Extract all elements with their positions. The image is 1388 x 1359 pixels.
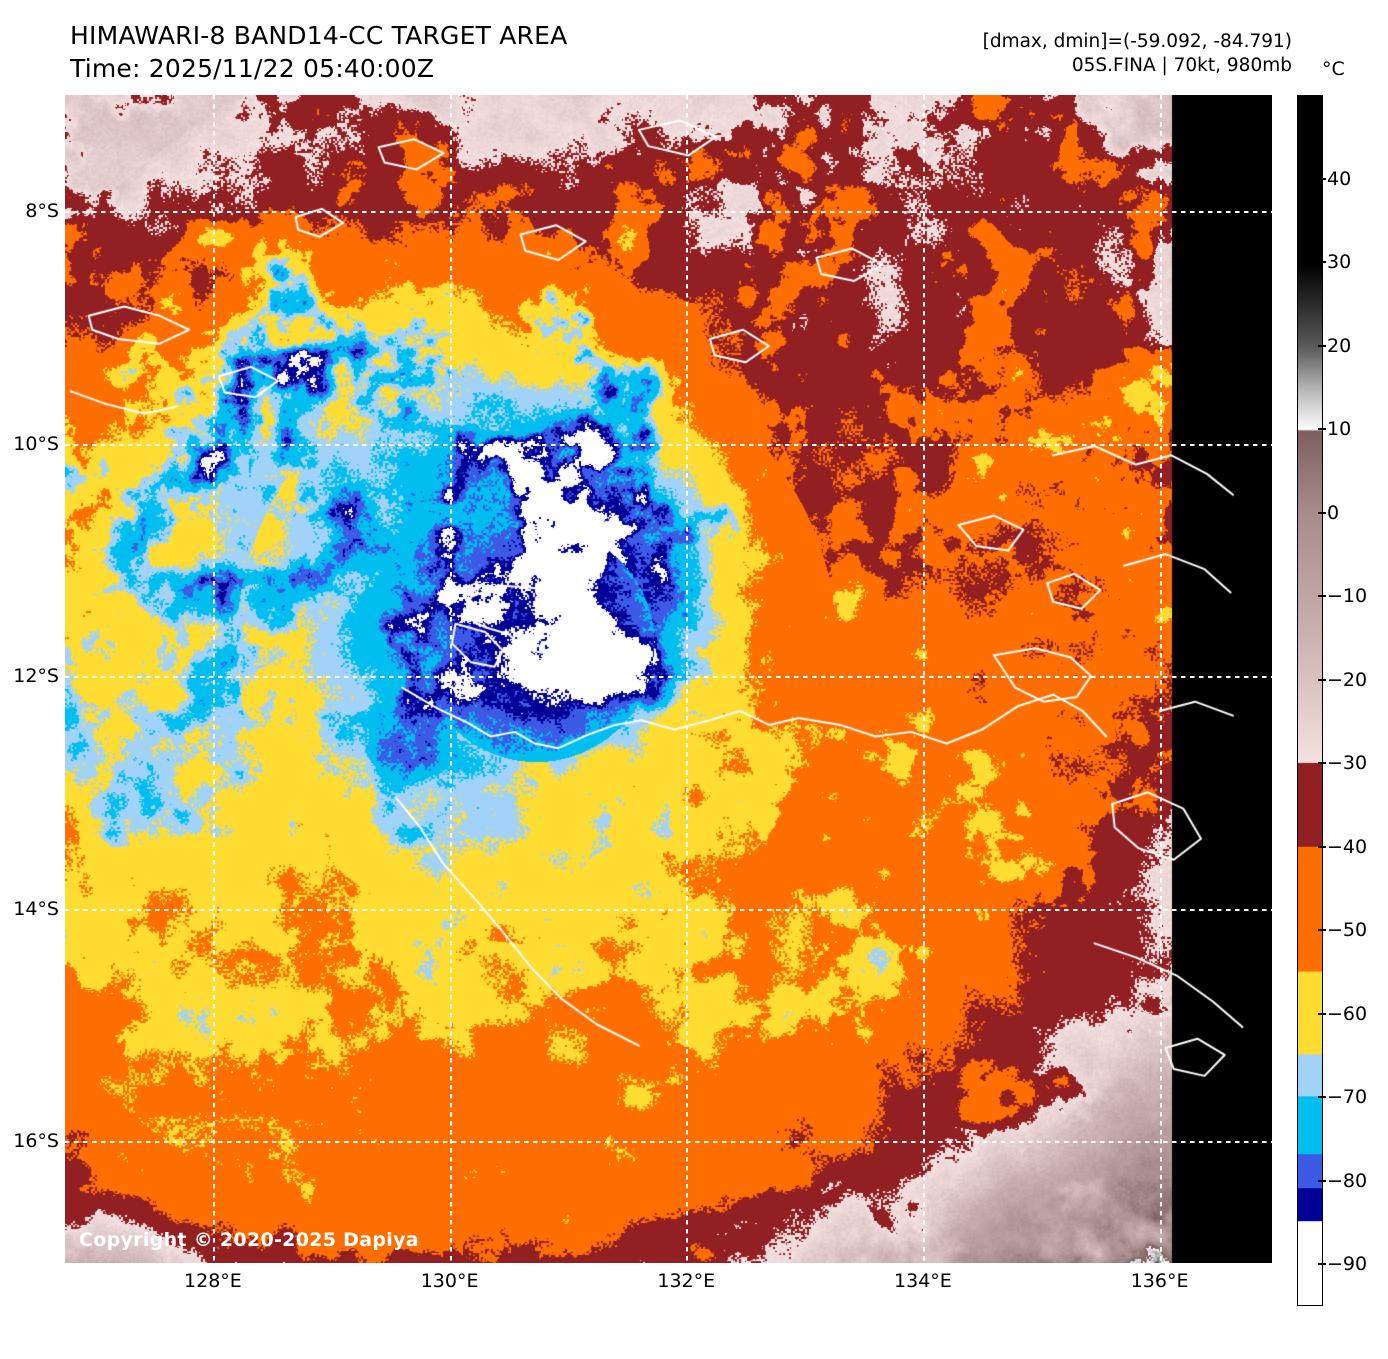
- colorbar-tickmark: [1318, 678, 1326, 681]
- colorbar-tick--10: −10: [1327, 585, 1368, 608]
- colorbar-tick-10: 10: [1327, 418, 1352, 441]
- longitude-tick-132°E: 132°E: [657, 1270, 716, 1292]
- page-title: HIMAWARI-8 BAND14-CC TARGET AREA: [70, 21, 568, 50]
- colorbar-tickmark: [1318, 762, 1326, 765]
- longitude-tick-136°E: 136°E: [1130, 1270, 1189, 1292]
- colorbar-tickmark: [1318, 929, 1326, 932]
- colorbar-tick--60: −60: [1327, 1002, 1368, 1025]
- colorbar-tick-0: 0: [1327, 501, 1340, 524]
- colorbar-tick--50: −50: [1327, 919, 1368, 942]
- colorbar-tick-20: 20: [1327, 334, 1352, 357]
- colorbar-tick--70: −70: [1327, 1086, 1368, 1109]
- temperature-colorbar: [1297, 95, 1323, 1306]
- latitude-tick-14°S: 14°S: [13, 897, 59, 920]
- colorbar-tick--90: −90: [1327, 1253, 1368, 1276]
- satellite-image-plot: Copyright © 2020-2025 Dapiya: [65, 95, 1272, 1263]
- colorbar-tickmark: [1318, 261, 1326, 264]
- latitude-tick-10°S: 10°S: [13, 432, 59, 455]
- colorbar-tickmark: [1318, 1012, 1326, 1015]
- colorbar-tick--80: −80: [1327, 1169, 1368, 1192]
- colorbar-tickmark: [1318, 595, 1326, 598]
- colorbar-tick--40: −40: [1327, 835, 1368, 858]
- longitude-tick-128°E: 128°E: [184, 1270, 242, 1292]
- colorbar-tickmark: [1318, 511, 1326, 514]
- colorbar-unit-label: °C: [1322, 58, 1345, 80]
- colorbar-tickmark: [1318, 1179, 1326, 1182]
- satellite-imagery-canvas: [65, 95, 1272, 1263]
- metadata-block: [dmax, dmin]=(-59.092, -84.791) 05S.FINA…: [983, 30, 1292, 79]
- latitude-tick-8°S: 8°S: [25, 200, 59, 223]
- copyright-label: Copyright © 2020-2025 Dapiya: [79, 1229, 419, 1251]
- colorbar-tickmark: [1318, 1263, 1326, 1266]
- longitude-tick-130°E: 130°E: [420, 1270, 479, 1292]
- colorbar-tickmark: [1318, 344, 1326, 347]
- data-range-label: [dmax, dmin]=(-59.092, -84.791): [982, 31, 1292, 52]
- storm-info-label: 05S.FINA | 70kt, 980mb: [1071, 55, 1292, 77]
- colorbar-tickmark: [1318, 428, 1326, 431]
- title-block: HIMAWARI-8 BAND14-CC TARGET AREA Time: 2…: [70, 20, 567, 85]
- colorbar-tick-40: 40: [1327, 167, 1352, 190]
- colorbar-tick--30: −30: [1327, 752, 1368, 775]
- timestamp-label: Time: 2025/11/22 05:40:00Z: [70, 53, 435, 83]
- longitude-tick-134°E: 134°E: [894, 1270, 952, 1292]
- latitude-tick-12°S: 12°S: [13, 665, 59, 688]
- colorbar-tickmark: [1318, 1096, 1326, 1099]
- colorbar-tick--20: −20: [1327, 668, 1368, 691]
- latitude-tick-16°S: 16°S: [13, 1129, 59, 1152]
- colorbar-tick-30: 30: [1327, 251, 1352, 274]
- colorbar-tickmark: [1318, 177, 1326, 180]
- colorbar-tickmark: [1318, 845, 1326, 848]
